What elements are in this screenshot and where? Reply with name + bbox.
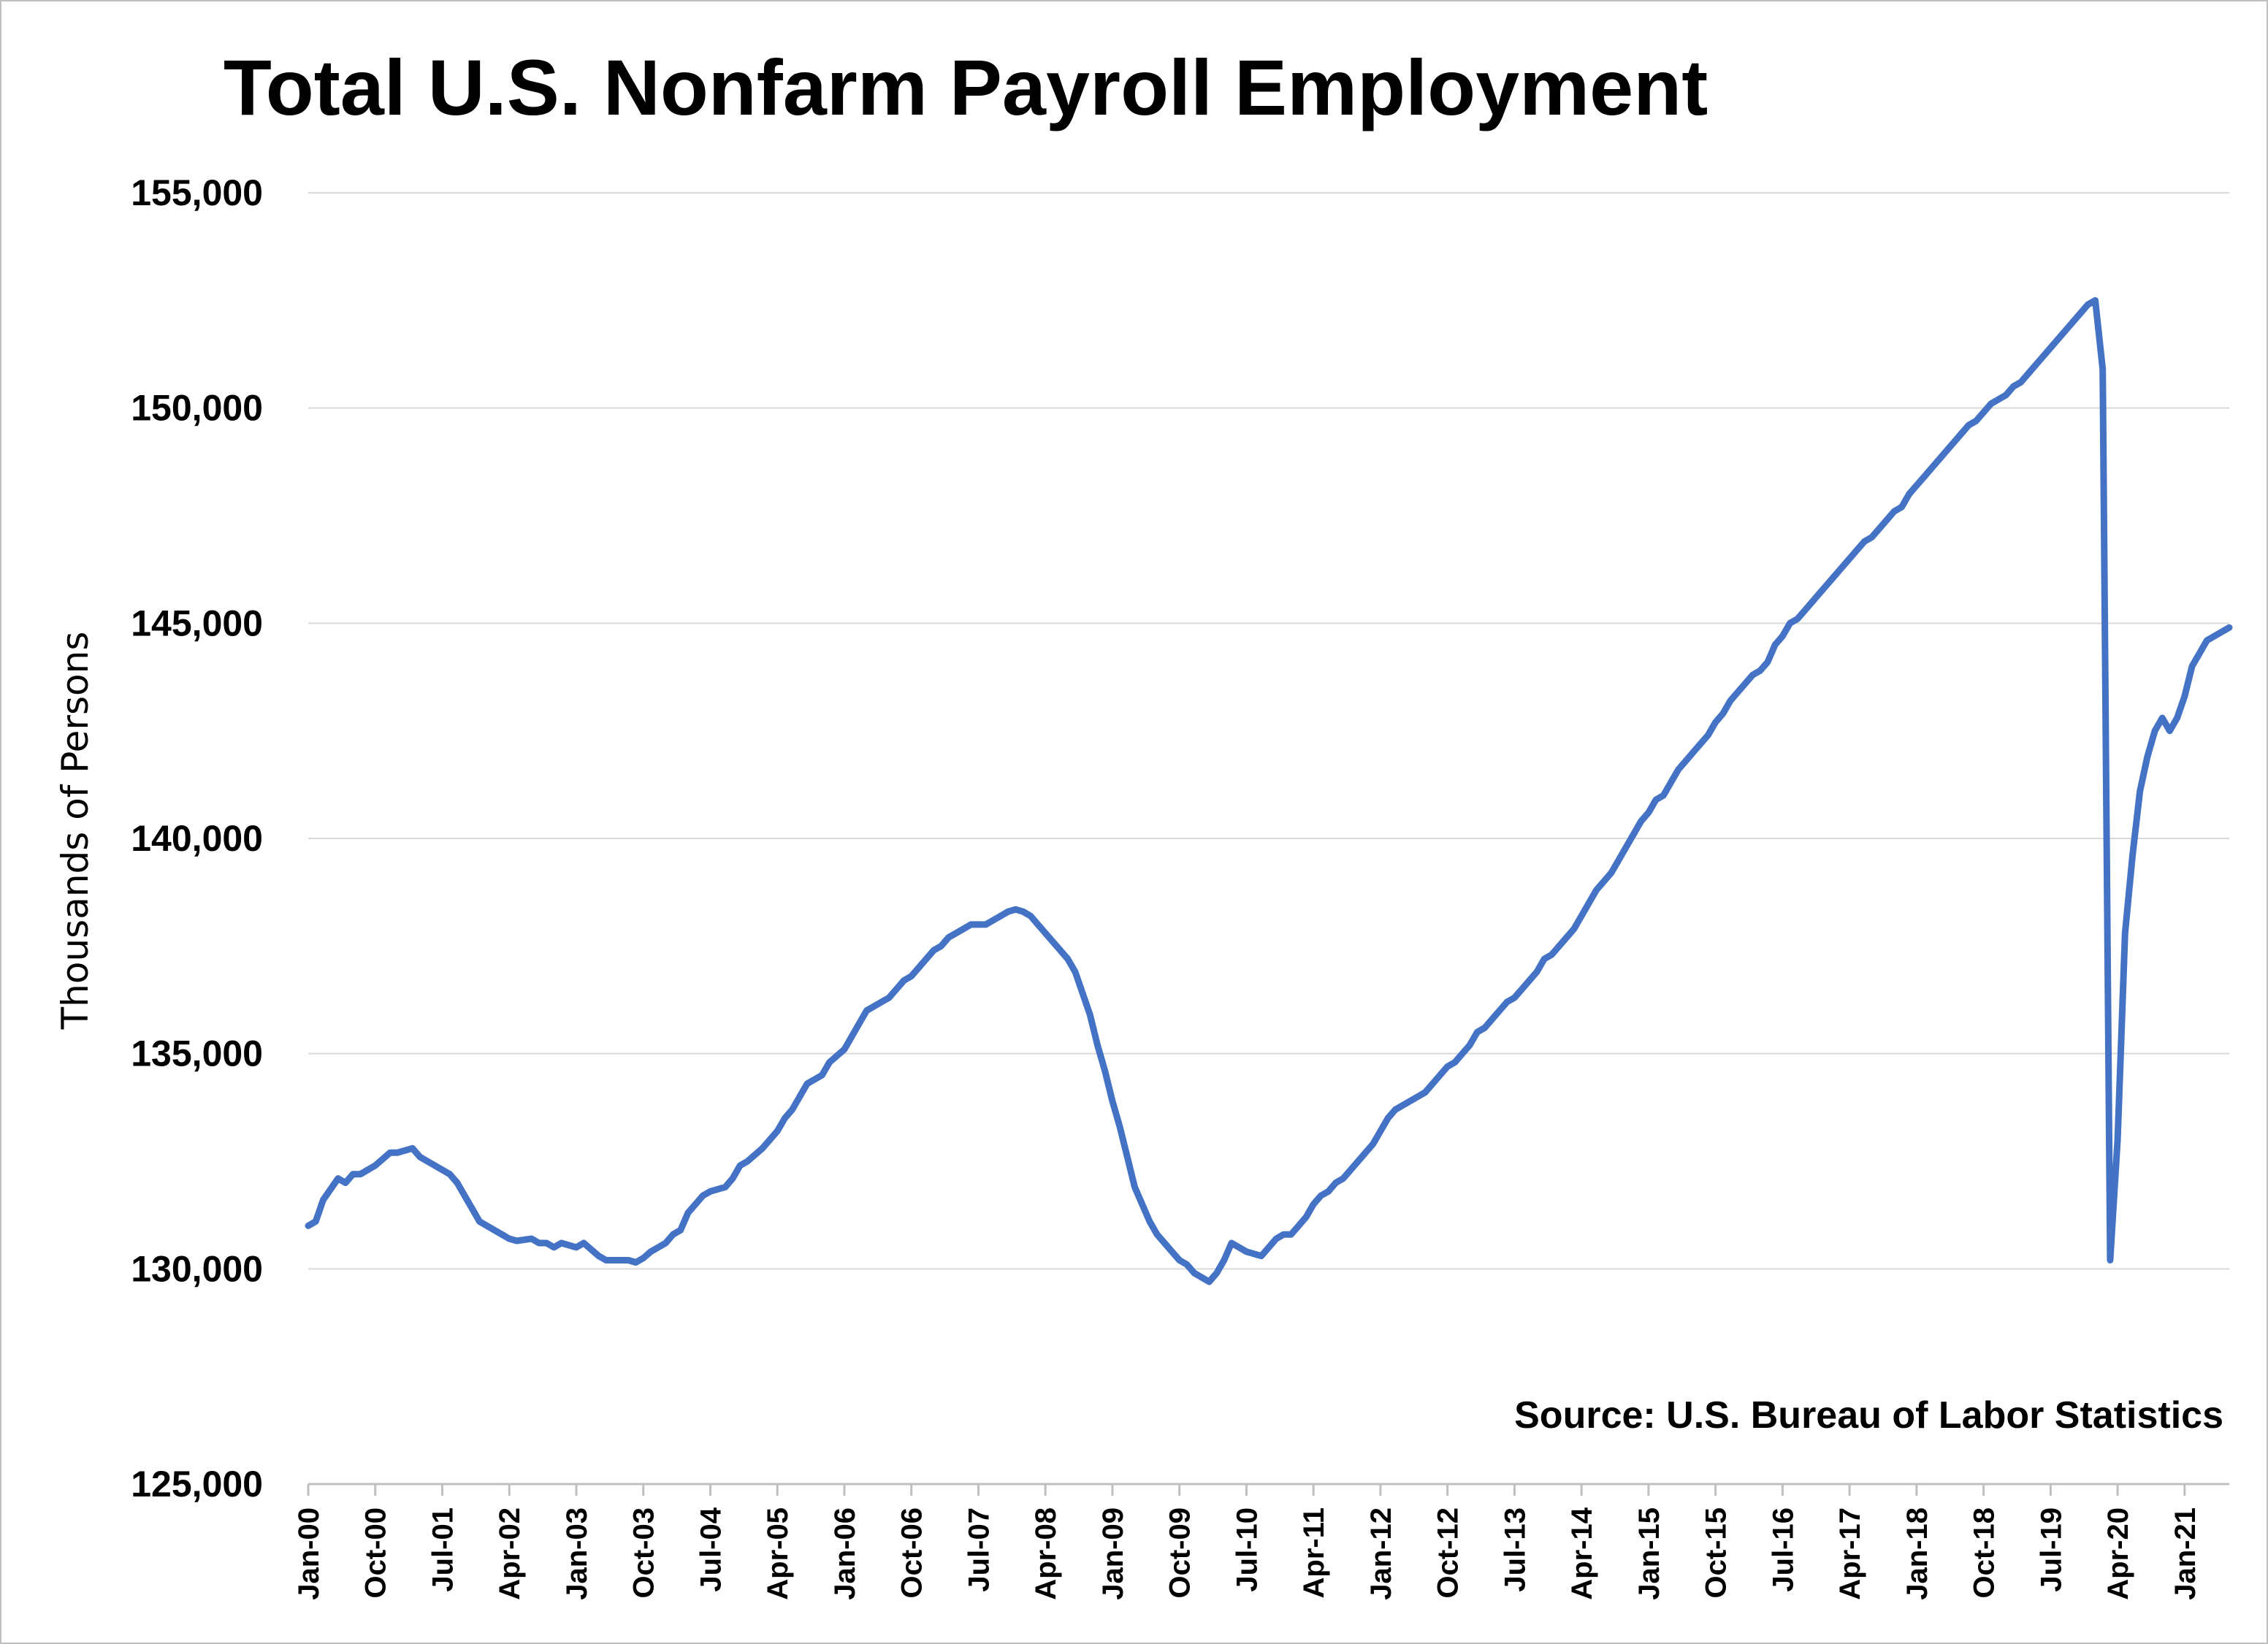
y-tick-labels: 125,000 130,000 135,000 140,000 145,000 150,0… xyxy=(131,172,263,1505)
x-tick-label: Jan-18 xyxy=(1901,1507,1933,1600)
x-tick-label: Jul-01 xyxy=(427,1507,459,1592)
y-tick-label: 135,000 xyxy=(131,1033,263,1074)
y-tick-label: 150,000 xyxy=(131,388,263,429)
y-tick-label: 140,000 xyxy=(131,818,263,859)
x-tick-label: Jul-13 xyxy=(1499,1507,1531,1592)
x-tick-label: Jul-10 xyxy=(1231,1507,1263,1592)
y-tick-label: 125,000 xyxy=(131,1464,263,1505)
x-tick-label: Apr-05 xyxy=(762,1507,794,1600)
x-tick-label: Apr-14 xyxy=(1566,1507,1598,1599)
x-tick-label: Apr-02 xyxy=(494,1507,526,1600)
x-tick-label: Jan-21 xyxy=(2169,1507,2202,1600)
x-tick-label: Apr-20 xyxy=(2102,1507,2134,1600)
y-axis-label: Thousands of Persons xyxy=(54,632,96,1031)
x-tick-label: Jul-19 xyxy=(2035,1507,2067,1592)
x-tick-label: Oct-06 xyxy=(896,1507,928,1599)
x-tick-label: Jul-04 xyxy=(695,1507,727,1591)
gridlines xyxy=(308,192,2229,1270)
x-tick-label: Oct-09 xyxy=(1164,1507,1196,1599)
x-tick-label: Oct-18 xyxy=(1969,1507,2001,1599)
x-tick-label: Jul-16 xyxy=(1767,1507,1799,1592)
x-tick-label: Apr-11 xyxy=(1298,1507,1330,1599)
x-tick-label: Jul-07 xyxy=(963,1507,995,1592)
chart-title: Total U.S. Nonfarm Payroll Employment xyxy=(224,43,1708,131)
x-tick-label: Oct-00 xyxy=(360,1507,392,1599)
y-tick-label: 130,000 xyxy=(131,1248,263,1289)
x-tick-label: Jan-00 xyxy=(293,1507,325,1600)
x-tick-label: Apr-17 xyxy=(1834,1507,1866,1600)
x-tick-label: Apr-08 xyxy=(1030,1507,1062,1600)
x-tick-label: Jan-12 xyxy=(1365,1507,1397,1600)
x-tick-label: Oct-12 xyxy=(1432,1507,1465,1599)
x-tick-label: Jan-03 xyxy=(561,1507,593,1600)
x-tick-label: Oct-15 xyxy=(1700,1507,1733,1599)
x-tick-label: Oct-03 xyxy=(628,1507,660,1599)
payroll-employment-line xyxy=(305,297,2233,1285)
x-tick-label: Jan-09 xyxy=(1097,1507,1129,1600)
x-tick-label: Jan-06 xyxy=(829,1507,861,1600)
x-tick-labels: Jan-00 Oct-00 Jul-01 Apr-02 Jan-03 Oct-03 Jul-… xyxy=(293,1484,2202,1600)
y-tick-label: 145,000 xyxy=(131,603,263,643)
x-tick-label: Jan-15 xyxy=(1633,1507,1665,1600)
source-note: Source: U.S. Bureau of Labor Statistics xyxy=(1514,1394,2223,1437)
y-tick-label: 155,000 xyxy=(131,172,263,213)
